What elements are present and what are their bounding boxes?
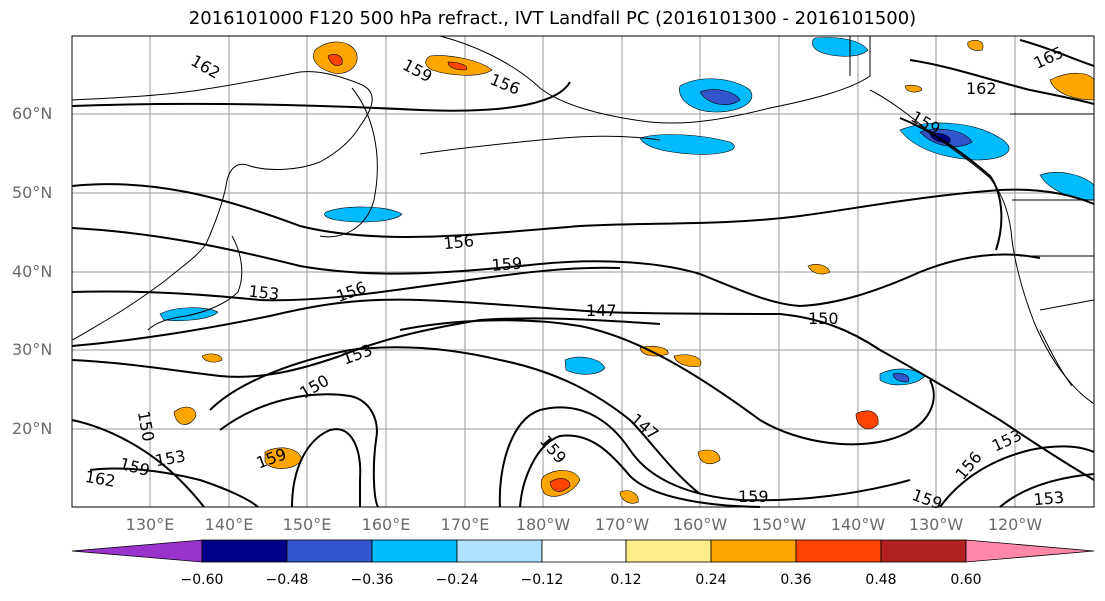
contour-label: 162 [966, 79, 997, 98]
colorbar-segment [287, 540, 372, 562]
colorbar [72, 540, 1094, 562]
lon-label: 170°E [441, 515, 490, 534]
contour-label: 159 [738, 487, 769, 506]
colorbar-tick-label: −0.48 [266, 572, 309, 588]
lon-label: 130°E [126, 515, 175, 534]
contour-label: 159 [491, 254, 523, 275]
colorbar-segment [372, 540, 457, 562]
lon-label: 140°E [205, 515, 254, 534]
colorbar-tick-label: 0.36 [780, 572, 811, 588]
colorbar-segment [796, 540, 881, 562]
colorbar-segment [966, 540, 1094, 562]
lon-label: 170°W [595, 515, 649, 534]
lon-label: 160°E [362, 515, 411, 534]
lat-label: 20°N [12, 419, 52, 438]
contour-label: 156 [442, 231, 474, 253]
lat-label: 60°N [12, 104, 52, 123]
colorbar-segment [457, 540, 542, 562]
lon-label: 130°W [909, 515, 963, 534]
contour-label: 153 [248, 282, 280, 304]
colorbar-segment [711, 540, 796, 562]
colorbar-tick-label: −0.60 [181, 572, 224, 588]
colorbar-segment [202, 540, 287, 562]
colorbar-segment [626, 540, 711, 562]
lat-label: 50°N [12, 183, 52, 202]
lon-label: 180°W [516, 515, 570, 534]
lon-label: 150°W [752, 515, 806, 534]
colorbar-segment [542, 540, 626, 562]
lon-label: 150°E [283, 515, 332, 534]
lon-label: 140°W [831, 515, 885, 534]
colorbar-tick-label: −0.12 [521, 572, 564, 588]
colorbar-tick-label: −0.24 [436, 572, 479, 588]
colorbar-tick-label: 0.12 [610, 572, 641, 588]
colorbar-tick-label: 0.24 [695, 572, 726, 588]
colorbar-tick-label: −0.36 [351, 572, 394, 588]
contour-label: 150 [808, 309, 839, 328]
colorbar-segment [881, 540, 966, 562]
lon-label: 120°W [988, 515, 1042, 534]
lat-label: 40°N [12, 262, 52, 281]
colorbar-tick-label: 0.48 [865, 572, 896, 588]
colorbar-tick-label: 0.60 [950, 572, 981, 588]
contour-label: 147 [586, 301, 617, 320]
lat-label: 30°N [12, 340, 52, 359]
colorbar-segment [72, 540, 202, 562]
lon-label: 160°W [673, 515, 727, 534]
contour-label: 153 [1033, 488, 1065, 510]
